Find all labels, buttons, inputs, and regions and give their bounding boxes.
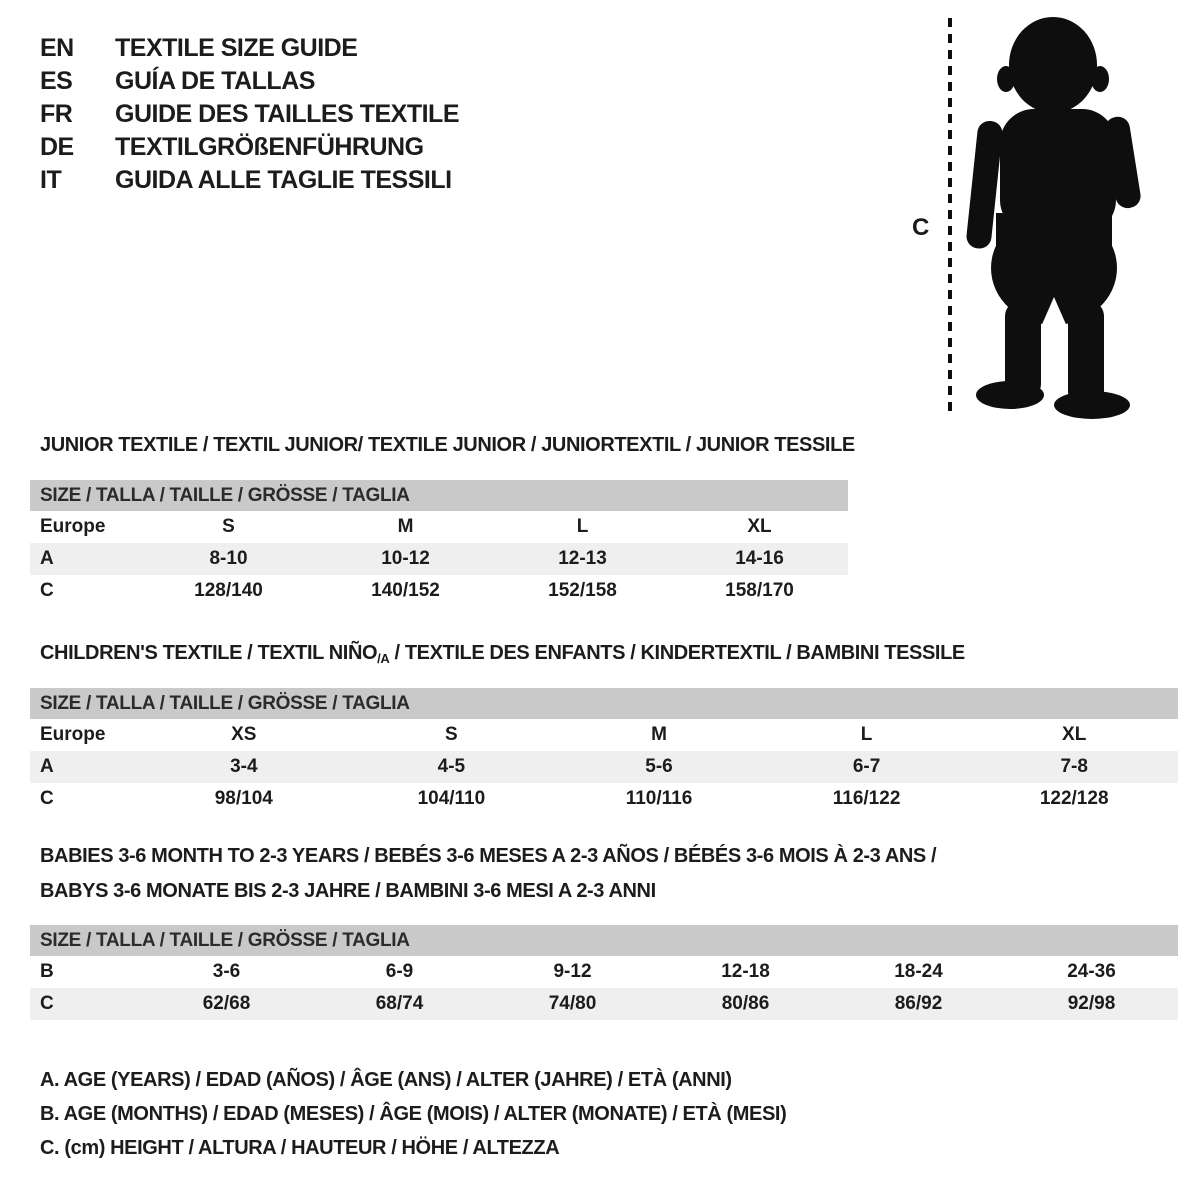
size-cell: XL xyxy=(747,516,772,537)
toddler-silhouette-icon xyxy=(966,17,1141,419)
table-row: A 8-10 10-12 12-13 14-16 xyxy=(30,543,848,575)
size-cell: 158/170 xyxy=(725,580,794,601)
children-size-table: SIZE / TALLA / TAILLE / GRÖSSE / TAGLIA … xyxy=(30,688,1178,815)
language-row-it: IT GUIDA ALLE TAGLIE TESSILI xyxy=(40,164,459,197)
size-cell: XL xyxy=(1062,724,1087,745)
size-cell: 9-12 xyxy=(553,961,592,982)
legend-line-a: A. AGE (YEARS) / EDAD (AÑOS) / ÂGE (ANS)… xyxy=(40,1069,732,1091)
children-title-suffix: / TEXTILE DES ENFANTS / KINDERTEXTIL / B… xyxy=(389,642,966,664)
language-label: TEXTILGRÖßENFÜHRUNG xyxy=(115,133,424,161)
table-row: C 62/68 68/74 74/80 80/86 86/92 92/98 xyxy=(30,988,1178,1020)
children-title-prefix: CHILDREN'S TEXTILE / TEXTIL NIÑO xyxy=(40,642,378,664)
size-cell: M xyxy=(397,516,414,537)
language-row-es: ES GUÍA DE TALLAS xyxy=(40,65,459,98)
size-header-bar: SIZE / TALLA / TAILLE / GRÖSSE / TAGLIA xyxy=(30,480,848,511)
size-cell: 7-8 xyxy=(1060,756,1088,777)
size-cell: 6-9 xyxy=(385,961,414,982)
size-header-bar: SIZE / TALLA / TAILLE / GRÖSSE / TAGLIA xyxy=(30,688,1178,719)
size-cell: 110/116 xyxy=(625,788,693,809)
size-cell: 140/152 xyxy=(371,580,440,601)
size-cell: L xyxy=(576,516,589,537)
table-row: Europe S M L XL xyxy=(30,511,848,543)
size-cell: 4-5 xyxy=(437,756,466,777)
row-label: Europe xyxy=(40,724,106,745)
legend-line-b: B. AGE (MONTHS) / EDAD (MESES) / ÂGE (MO… xyxy=(40,1103,787,1125)
size-cell: 3-6 xyxy=(212,961,241,982)
size-cell: 12-13 xyxy=(558,548,607,569)
babies-title-line1: BABIES 3-6 MONTH TO 2-3 YEARS / BEBÉS 3-… xyxy=(40,845,937,867)
babies-size-table: SIZE / TALLA / TAILLE / GRÖSSE / TAGLIA … xyxy=(30,925,1178,1020)
height-measure-label: C xyxy=(912,214,930,241)
size-cell: 62/68 xyxy=(202,993,251,1014)
size-cell: 86/92 xyxy=(894,993,943,1014)
language-label: TEXTILE SIZE GUIDE xyxy=(115,34,358,62)
size-cell: L xyxy=(860,724,873,745)
children-title-sub: /A xyxy=(377,651,390,666)
size-cell: 92/98 xyxy=(1067,993,1116,1014)
size-cell: 3-4 xyxy=(230,756,258,777)
size-cell: 5-6 xyxy=(645,756,673,777)
row-label: C xyxy=(40,580,54,601)
size-cell: 122/128 xyxy=(1039,788,1109,809)
size-cell: XS xyxy=(231,724,257,745)
size-cell: 18-24 xyxy=(894,961,943,982)
row-label: A xyxy=(40,548,54,569)
junior-section-title: JUNIOR TEXTILE / TEXTIL JUNIOR/ TEXTILE … xyxy=(40,434,855,456)
table-row: B 3-6 6-9 9-12 12-18 18-24 24-36 xyxy=(30,956,1178,988)
row-label: C xyxy=(40,993,54,1014)
size-cell: 8-10 xyxy=(209,548,248,569)
row-label: A xyxy=(40,756,54,777)
legend-line-c: C. (cm) HEIGHT / ALTURA / HAUTEUR / HÖHE… xyxy=(40,1137,560,1159)
language-list: EN TEXTILE SIZE GUIDE ES GUÍA DE TALLAS FR… xyxy=(40,32,460,197)
size-cell: 6-7 xyxy=(852,756,881,777)
table-row: C 128/140 140/152 152/158 158/170 xyxy=(30,575,848,607)
language-row-fr: FR GUIDE DES TAILLES TEXTILE xyxy=(40,98,460,131)
language-code: DE xyxy=(40,133,74,161)
size-cell: 116/122 xyxy=(832,788,901,809)
size-cell: 80/86 xyxy=(721,993,770,1014)
row-label: C xyxy=(40,788,54,809)
size-cell: 104/110 xyxy=(417,788,486,809)
row-label: Europe xyxy=(40,516,106,537)
table-row: C 98/104 104/110 110/116 116/122 122/128 xyxy=(30,783,1178,815)
language-label: GUIDA ALLE TAGLIE TESSILI xyxy=(115,166,452,194)
size-cell: 10-12 xyxy=(381,548,430,569)
size-cell: 128/140 xyxy=(194,580,263,601)
babies-section-title: BABIES 3-6 MONTH TO 2-3 YEARS / BEBÉS 3-… xyxy=(40,844,937,914)
size-cell: 12-18 xyxy=(721,961,770,982)
size-cell: 14-16 xyxy=(735,548,784,569)
row-label: B xyxy=(40,961,54,982)
table-row: Europe XS S M L XL xyxy=(30,719,1178,751)
language-row-en: EN TEXTILE SIZE GUIDE xyxy=(40,32,459,65)
size-cell: 98/104 xyxy=(214,788,273,809)
language-label: GUÍA DE TALLAS xyxy=(115,67,315,95)
size-cell: S xyxy=(445,724,458,745)
size-header-bar: SIZE / TALLA / TAILLE / GRÖSSE / TAGLIA xyxy=(30,925,1178,956)
height-measure-dashed-line xyxy=(948,18,952,416)
size-cell: S xyxy=(222,516,235,537)
size-cell: 152/158 xyxy=(548,580,617,601)
babies-title-line2: BABYS 3-6 MONATE BIS 2-3 JAHRE / BAMBINI… xyxy=(40,880,656,902)
language-code: FR xyxy=(40,100,73,128)
language-code: ES xyxy=(40,67,73,95)
language-row-de: DE TEXTILGRÖßENFÜHRUNG xyxy=(40,131,459,164)
table-row: A 3-4 4-5 5-6 6-7 7-8 xyxy=(30,751,1178,783)
junior-size-table: SIZE / TALLA / TAILLE / GRÖSSE / TAGLIA … xyxy=(30,480,848,607)
language-label: GUIDE DES TAILLES TEXTILE xyxy=(115,100,460,128)
size-cell: 68/74 xyxy=(375,993,424,1014)
children-section-title: CHILDREN'S TEXTILE / TEXTIL NIÑO/A / TEX… xyxy=(40,641,965,667)
size-cell: 24-36 xyxy=(1067,961,1116,982)
size-cell: 74/80 xyxy=(548,993,597,1014)
size-cell: M xyxy=(651,724,667,745)
language-code: EN xyxy=(40,34,74,62)
language-code: IT xyxy=(40,166,62,194)
measurement-legend: A. AGE (YEARS) / EDAD (AÑOS) / ÂGE (ANS)… xyxy=(40,1068,787,1170)
